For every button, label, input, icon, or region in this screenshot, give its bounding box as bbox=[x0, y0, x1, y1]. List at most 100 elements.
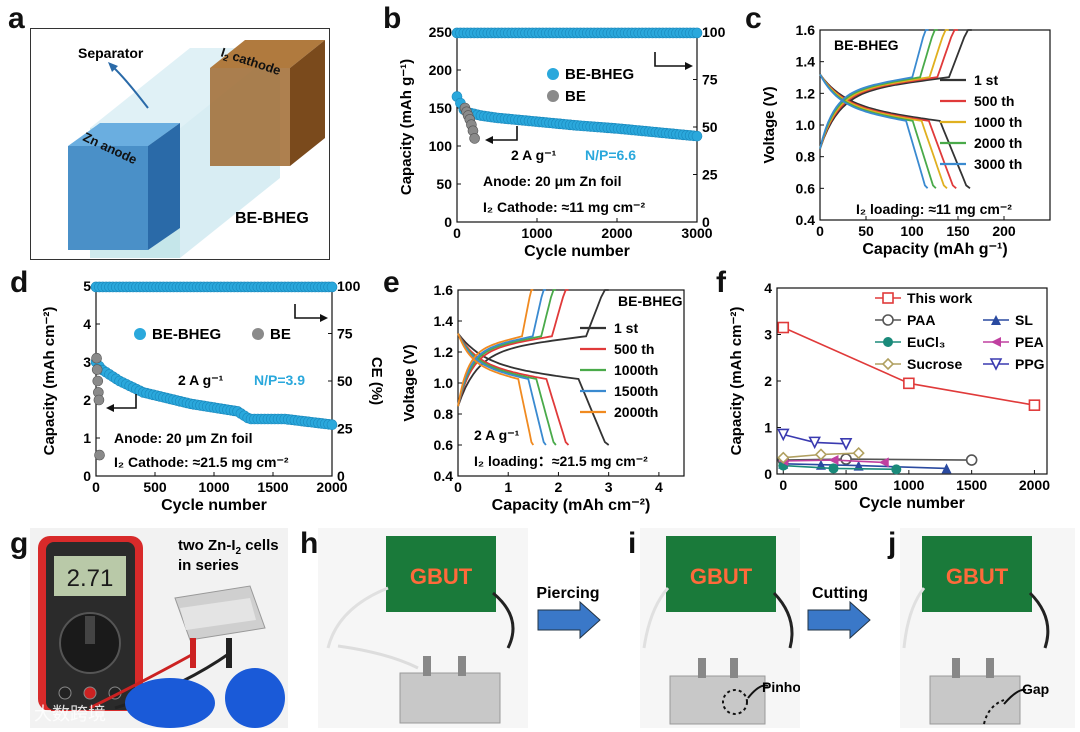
rate-label: 2 A g⁻¹ bbox=[178, 372, 224, 388]
discharge-curve-2 bbox=[819, 73, 948, 189]
anode-top bbox=[68, 123, 180, 146]
series-point-6 bbox=[776, 428, 790, 442]
y-tick-label: 4 bbox=[764, 280, 772, 296]
x-tick-label: 0 bbox=[779, 477, 787, 493]
y-tick-label: 1.6 bbox=[796, 22, 816, 38]
x-tick-label: 3000 bbox=[681, 225, 712, 241]
series-point-0 bbox=[777, 321, 790, 334]
be-point bbox=[92, 375, 104, 387]
y-tick-label: 3 bbox=[83, 354, 91, 370]
photo-i-pierced-cell: GBUT Pinhole bbox=[640, 528, 800, 728]
legend-label-2: SL bbox=[1015, 312, 1033, 328]
pouch-cell-h bbox=[399, 672, 501, 724]
photo-g-multimeter: 2.71 two Zn-I2 cells in series 大数跨境 bbox=[30, 528, 288, 728]
y-tick-label: 1.2 bbox=[434, 344, 454, 360]
photo-j-cut-cell: GBUT Gap bbox=[900, 528, 1075, 728]
rate-label: 2 A g⁻¹ bbox=[474, 427, 520, 443]
arrow-to-ce-axis bbox=[654, 52, 685, 67]
legend-marker-6 bbox=[989, 358, 1003, 371]
legend-label-be: BE bbox=[565, 88, 586, 105]
pcb-board-j bbox=[922, 536, 1032, 612]
series-point-4 bbox=[828, 455, 839, 466]
series-line-2 bbox=[783, 463, 947, 470]
y-tick-label: 4 bbox=[83, 316, 91, 332]
legend-marker-2 bbox=[991, 315, 1001, 325]
legend-marker-5 bbox=[881, 357, 895, 371]
x-tick-label: 2 bbox=[555, 479, 563, 495]
discharge-curve-1 bbox=[819, 73, 957, 189]
arrow-to-capacity-axis bbox=[114, 394, 137, 409]
series-point-5 bbox=[852, 446, 865, 460]
x-axis-label: Capacity (mAh g⁻¹) bbox=[862, 241, 1007, 258]
chart-title: BE-BHEG bbox=[834, 37, 899, 53]
series-point-1 bbox=[840, 453, 852, 465]
y-tick-label: 0.6 bbox=[434, 437, 454, 453]
series-point-2 bbox=[941, 463, 952, 474]
legend-label-0: 1 st bbox=[614, 320, 638, 336]
gap-label: Gap bbox=[1022, 681, 1049, 697]
panel-label-a: a bbox=[8, 2, 25, 35]
y-tick-label: 0.8 bbox=[434, 406, 454, 422]
photo-h-intact-cell: GBUT bbox=[318, 528, 528, 728]
y2-tick-label: 0 bbox=[702, 214, 710, 230]
series-point-6 bbox=[808, 436, 821, 450]
legend-label-0: 1 st bbox=[974, 72, 998, 88]
capacity-point bbox=[326, 419, 338, 430]
gap-marker bbox=[983, 699, 1005, 725]
x-tick-label: 1500 bbox=[257, 479, 288, 495]
arrowhead-capacity bbox=[485, 136, 493, 144]
x-tick-label: 0 bbox=[92, 479, 100, 495]
x-axis-label: Cycle number bbox=[161, 497, 267, 514]
legend-label-3: 1500th bbox=[614, 383, 658, 399]
legend-label-4: 3000 th bbox=[974, 156, 1022, 172]
chart-title: BE-BHEG bbox=[618, 293, 683, 309]
np-label: N/P=6.6 bbox=[585, 147, 636, 163]
legend-label-bebheg: BE-BHEG bbox=[152, 326, 221, 343]
multimeter-reading: 2.71 bbox=[67, 565, 114, 592]
y-tick-label: 2 bbox=[764, 373, 772, 389]
ce-point bbox=[326, 281, 338, 293]
discharge-curve-3 bbox=[457, 333, 547, 446]
arrowhead-ce bbox=[685, 62, 693, 70]
be-point bbox=[469, 133, 480, 144]
chart-c-voltage-profiles: 0 50 100 150 200 0.4 0.6 0.8 1.0 1.2 1.4 1.6 Capacit… bbox=[761, 22, 1051, 258]
y-tick-label: 100 bbox=[429, 138, 453, 154]
arrow-to-ce-axis bbox=[294, 304, 320, 319]
legend-marker-1 bbox=[882, 314, 894, 326]
x-tick-label: 2000 bbox=[601, 225, 632, 241]
x-tick-label: 150 bbox=[946, 223, 970, 239]
x-axis-label: Cycle number bbox=[524, 243, 630, 260]
legend-label-2: 1000th bbox=[614, 362, 658, 378]
panel-label-h: h bbox=[300, 527, 319, 560]
x-tick-label: 1 bbox=[504, 479, 512, 495]
x-tick-label: 2000 bbox=[316, 479, 347, 495]
glove-right bbox=[225, 668, 285, 728]
pcb-board-h bbox=[386, 536, 496, 612]
y-tick-label: 0 bbox=[83, 468, 91, 484]
y-tick-label: 0.6 bbox=[796, 180, 816, 196]
legend-label-6: PPG bbox=[1015, 356, 1045, 372]
y-tick-label: 0.4 bbox=[434, 468, 454, 484]
np-label: N/P=3.9 bbox=[254, 372, 305, 388]
anode-side bbox=[148, 123, 180, 250]
y-tick-label: 1.2 bbox=[796, 85, 816, 101]
g-caption-line2: in series bbox=[178, 557, 239, 574]
watermark: 大数跨境 bbox=[34, 704, 106, 724]
x-axis-label: Cycle number bbox=[859, 495, 965, 512]
series-point-1 bbox=[965, 454, 978, 466]
x-tick-label: 1000 bbox=[198, 479, 229, 495]
series-point-4 bbox=[878, 457, 889, 468]
discharge-curve-4 bbox=[457, 333, 535, 446]
y2-tick-label: 75 bbox=[337, 326, 353, 342]
panel-label-g: g bbox=[10, 527, 29, 560]
be-point bbox=[93, 394, 105, 406]
discharge-curve-4 bbox=[819, 73, 929, 189]
y-axis-label: Voltage (V) bbox=[761, 86, 778, 163]
legend-label-0: This work bbox=[907, 290, 973, 306]
y2-tick-label: 50 bbox=[702, 119, 718, 135]
panel-label-e: e bbox=[383, 266, 400, 299]
loading-note: I₂ loading: ≈11 mg cm⁻² bbox=[856, 201, 1012, 217]
x-tick-label: 200 bbox=[992, 223, 1016, 239]
rate-label: 2 A g⁻¹ bbox=[511, 147, 557, 163]
